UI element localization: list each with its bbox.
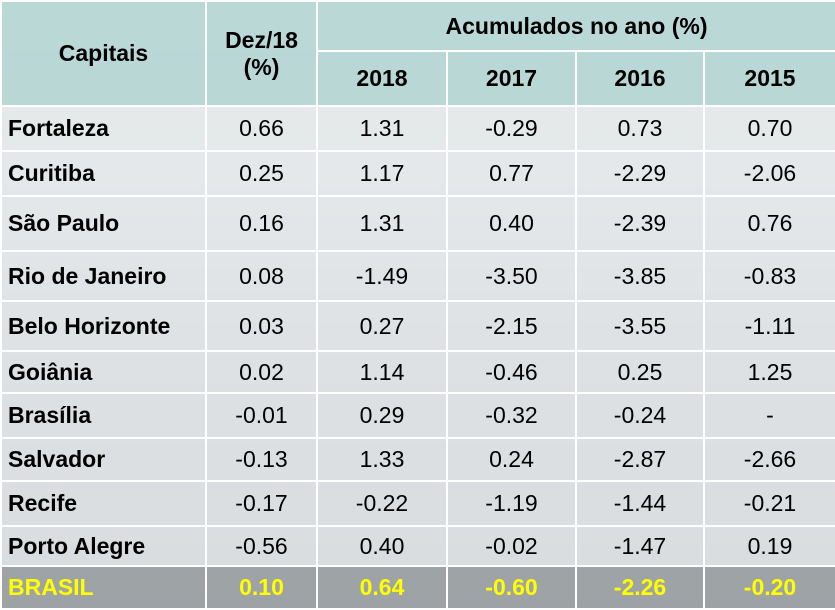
header-cell: 2016 xyxy=(575,50,705,107)
cell: -1.49 xyxy=(316,250,448,302)
cell: -0.21 xyxy=(702,480,835,527)
cell: -0.56 xyxy=(205,525,318,567)
table-row: Recife -0.17 -0.22 -1.19 -1.44 -0.21 xyxy=(0,480,835,527)
cell: 0.64 xyxy=(316,565,448,610)
cell: 0.66 xyxy=(205,105,318,152)
header-cell: Capitais xyxy=(0,0,207,107)
cell: 0.25 xyxy=(205,150,318,197)
cell: -0.29 xyxy=(446,105,577,152)
cell: -1.44 xyxy=(575,480,705,527)
cell: 0.77 xyxy=(446,150,577,197)
row-name: Fortaleza xyxy=(0,105,207,152)
cell: -0.01 xyxy=(205,392,318,439)
cell: 1.25 xyxy=(702,350,835,394)
cell: 0.24 xyxy=(446,437,577,482)
cell: -3.85 xyxy=(575,250,705,302)
cell: 0.70 xyxy=(702,105,835,152)
cell: 1.17 xyxy=(316,150,448,197)
cell: 0.08 xyxy=(205,250,318,302)
cell: -0.24 xyxy=(575,392,705,439)
cell: 0.40 xyxy=(446,195,577,252)
cell: -0.17 xyxy=(205,480,318,527)
cell: 1.31 xyxy=(316,195,448,252)
cell: -0.20 xyxy=(702,565,835,610)
cell: -1.47 xyxy=(575,525,705,567)
row-name: Porto Alegre xyxy=(0,525,207,567)
row-name: Curitiba xyxy=(0,150,207,197)
table-row: Brasília -0.01 0.29 -0.32 -0.24- xyxy=(0,392,835,439)
header-cell: Dez/18 (%) xyxy=(205,0,318,107)
cell: 0.29 xyxy=(316,392,448,439)
cell: 1.14 xyxy=(316,350,448,394)
cell: - xyxy=(702,392,835,439)
cell: -1.11 xyxy=(702,300,835,352)
table-row: Rio de Janeiro 0.08 -1.49 -3.50 -3.85 -0.83 xyxy=(0,250,835,302)
table-row: Salvador -0.13 1.33 0.24 -2.87 -2.66 xyxy=(0,437,835,482)
row-name: Recife xyxy=(0,480,207,527)
cell: 1.31 xyxy=(316,105,448,152)
cell: 0.03 xyxy=(205,300,318,352)
row-name: Belo Horizonte xyxy=(0,300,207,352)
cell: -0.13 xyxy=(205,437,318,482)
cell: -0.22 xyxy=(316,480,448,527)
row-name: São Paulo xyxy=(0,195,207,252)
cell: -2.39 xyxy=(575,195,705,252)
cell: 0.02 xyxy=(205,350,318,394)
table-row: Curitiba 0.25 1.17 0.77 -2.29 -2.06 xyxy=(0,150,835,197)
cell: -2.06 xyxy=(702,150,835,197)
cell: -2.66 xyxy=(702,437,835,482)
cell: 0.76 xyxy=(702,195,835,252)
row-name: Goiânia xyxy=(0,350,207,394)
cell: -1.19 xyxy=(446,480,577,527)
table-row: Fortaleza 0.66 1.31 -0.29 0.73 0.70 xyxy=(0,105,835,152)
cell: 0.10 xyxy=(205,565,318,610)
cell: 0.25 xyxy=(575,350,705,394)
header-cell: 2017 xyxy=(446,50,577,107)
cell: -0.32 xyxy=(446,392,577,439)
header-cell: 2018 xyxy=(316,50,448,107)
cell: 0.16 xyxy=(205,195,318,252)
cell: 0.19 xyxy=(702,525,835,567)
table-row: São Paulo 0.16 1.31 0.40 -2.39 0.76 xyxy=(0,195,835,252)
cell: -0.02 xyxy=(446,525,577,567)
cell: -0.83 xyxy=(702,250,835,302)
cell: -0.46 xyxy=(446,350,577,394)
table-row: Belo Horizonte 0.03 0.27 -2.15 -3.55 -1.11 xyxy=(0,300,835,352)
cell: 0.73 xyxy=(575,105,705,152)
cell: -0.60 xyxy=(446,565,577,610)
cell: -3.55 xyxy=(575,300,705,352)
cell: 1.33 xyxy=(316,437,448,482)
row-name: Brasília xyxy=(0,392,207,439)
cell: 0.40 xyxy=(316,525,448,567)
total-row: BRASIL 0.10 0.64 -0.60 -2.26 -0.20 xyxy=(0,565,835,610)
row-name: Salvador xyxy=(0,437,207,482)
row-name: Rio de Janeiro xyxy=(0,250,207,302)
cell: -2.87 xyxy=(575,437,705,482)
cell: 0.27 xyxy=(316,300,448,352)
cell: -2.26 xyxy=(575,565,705,610)
table-row: Porto Alegre -0.56 0.40 -0.02 -1.47 0.19 xyxy=(0,525,835,567)
table-row: Goiânia 0.02 1.14 -0.46 0.25 1.25 xyxy=(0,350,835,394)
header-cell: 2015 xyxy=(702,50,835,107)
cell: -2.15 xyxy=(446,300,577,352)
cell: -2.29 xyxy=(575,150,705,197)
cell: -3.50 xyxy=(446,250,577,302)
header-cell: Acumulados no ano (%) xyxy=(315,0,835,52)
row-name: BRASIL xyxy=(0,565,207,610)
